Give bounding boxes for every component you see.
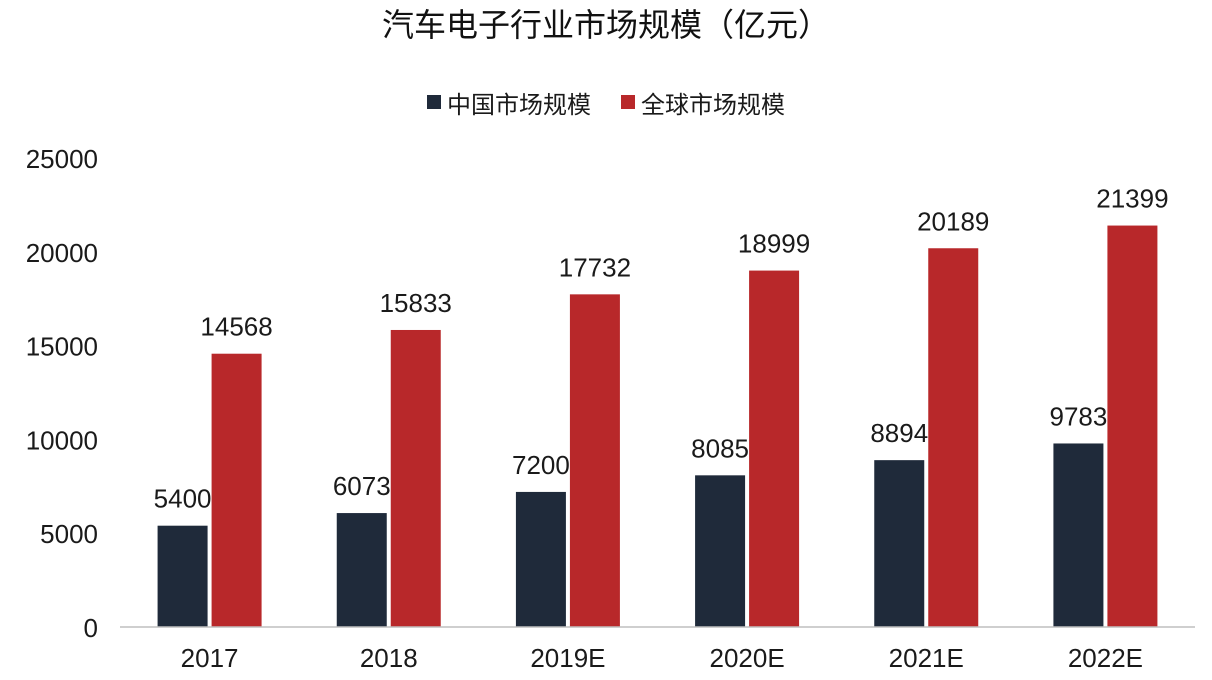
legend-label-global: 全球市场规模 bbox=[641, 90, 785, 119]
bar-global bbox=[211, 353, 262, 627]
bar-china bbox=[157, 525, 208, 627]
data-label-global: 14568 bbox=[200, 312, 272, 342]
data-label-china: 8085 bbox=[691, 433, 749, 463]
x-tick-label: 2019E bbox=[530, 643, 605, 673]
data-label-global: 18999 bbox=[738, 229, 810, 259]
bar-global bbox=[390, 329, 441, 627]
x-tick-label: 2022E bbox=[1068, 643, 1143, 673]
bar-global bbox=[749, 270, 800, 627]
legend-item-china: 中国市场规模 bbox=[427, 85, 591, 120]
bar-china bbox=[695, 475, 746, 627]
legend-label-china: 中国市场规模 bbox=[447, 90, 591, 119]
data-label-china: 9783 bbox=[1049, 401, 1107, 431]
legend-swatch-global bbox=[621, 95, 635, 109]
bar-china bbox=[1053, 443, 1104, 627]
x-tick-label: 2021E bbox=[889, 643, 964, 673]
y-tick-label: 20000 bbox=[26, 238, 98, 268]
bar-global bbox=[928, 248, 979, 627]
y-tick-label: 0 bbox=[84, 613, 98, 643]
data-label-china: 7200 bbox=[512, 450, 570, 480]
legend-swatch-china bbox=[427, 95, 441, 109]
bar-china bbox=[515, 491, 566, 627]
data-label-china: 8894 bbox=[870, 418, 928, 448]
bar-global bbox=[1107, 225, 1158, 628]
chart-title: 汽车电子行业市场规模（亿元） bbox=[381, 6, 830, 44]
data-label-china: 6073 bbox=[333, 471, 391, 501]
data-label-global: 17732 bbox=[559, 252, 631, 282]
data-label-china: 5400 bbox=[154, 484, 212, 514]
y-tick-label: 5000 bbox=[40, 519, 98, 549]
data-label-global: 20189 bbox=[917, 206, 989, 236]
x-tick-label: 2017 bbox=[181, 643, 239, 673]
data-label-global: 21399 bbox=[1096, 184, 1168, 214]
y-tick-label: 15000 bbox=[26, 332, 98, 362]
bar-global bbox=[569, 294, 620, 627]
y-tick-label: 10000 bbox=[26, 425, 98, 455]
data-label-global: 15833 bbox=[380, 288, 452, 318]
legend: 中国市场规模 全球市场规模 bbox=[0, 82, 1212, 122]
bar-china bbox=[336, 513, 387, 627]
y-tick-label: 25000 bbox=[26, 144, 98, 174]
x-tick-label: 2018 bbox=[360, 643, 418, 673]
x-tick-label: 2020E bbox=[709, 643, 784, 673]
legend-item-global: 全球市场规模 bbox=[621, 85, 785, 120]
bar-china bbox=[874, 460, 925, 627]
